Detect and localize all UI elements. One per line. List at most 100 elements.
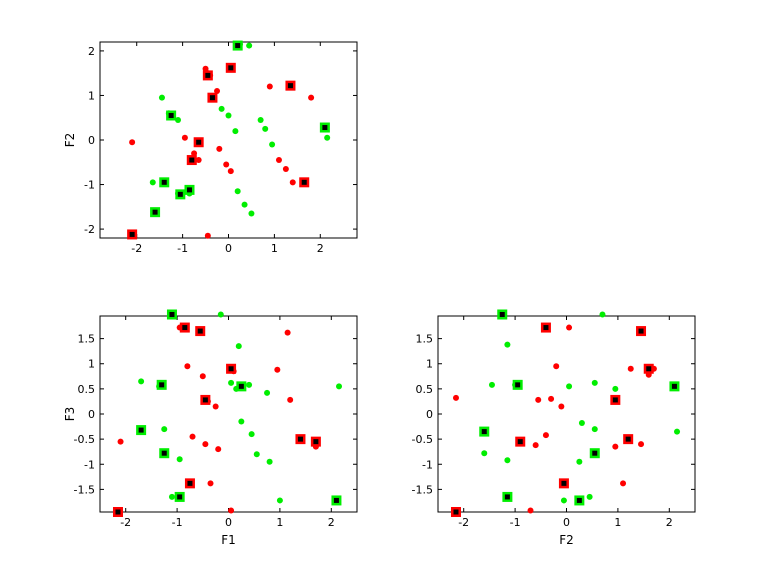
red-point — [532, 442, 539, 449]
subplot-2: -2 -1 0 1 2 -1.5 -1 -0.5 0 0.5 1 1.5 F1 F3 — [63, 309, 358, 547]
y-tick-label: -0.5 — [74, 433, 95, 446]
x-tick-label: -1 — [510, 516, 521, 529]
red-point — [548, 395, 555, 402]
green-point — [234, 188, 241, 195]
red-point — [275, 157, 282, 164]
red-square-core — [115, 509, 121, 515]
x-tick-label: 1 — [271, 242, 278, 255]
x-tick-label: 0 — [225, 516, 232, 529]
y-tick-label: 1.5 — [78, 333, 96, 346]
green-point — [228, 379, 235, 386]
green-point — [248, 210, 255, 217]
red-square-core — [561, 480, 567, 486]
y-tick-label: -1 — [422, 458, 433, 471]
green-point — [253, 451, 260, 458]
red-point — [228, 507, 235, 514]
green-square-core — [161, 450, 167, 456]
green-point — [576, 458, 583, 465]
red-square-core — [129, 231, 135, 237]
y-tick-label: -2 — [84, 223, 95, 236]
y-tick-label: 0.5 — [416, 383, 434, 396]
green-square-core — [177, 191, 183, 197]
green-point — [481, 450, 488, 457]
red-point — [542, 432, 549, 439]
green-point — [168, 493, 175, 500]
x-axis-label: F2 — [559, 533, 574, 547]
green-point — [504, 457, 511, 464]
green-point — [257, 116, 264, 123]
green-point — [225, 112, 232, 119]
x-axis-label: F1 — [221, 533, 236, 547]
x-tick-label: 2 — [666, 516, 673, 529]
red-point — [266, 83, 273, 90]
data-points — [112, 309, 343, 517]
red-square-core — [205, 72, 211, 78]
red-point — [202, 441, 209, 448]
red-point — [558, 403, 565, 410]
green-point — [266, 458, 273, 465]
green-point — [232, 128, 239, 135]
red-point — [223, 161, 230, 168]
red-square-core — [228, 65, 234, 71]
red-square-core — [228, 366, 234, 372]
y-tick-label: 0 — [88, 408, 95, 421]
y-tick-label: 0.5 — [78, 383, 96, 396]
green-point — [218, 105, 225, 112]
green-point — [599, 311, 606, 318]
red-square-core — [453, 509, 459, 515]
green-point — [176, 456, 183, 463]
red-point — [202, 65, 209, 72]
x-tick-label: -2 — [458, 516, 469, 529]
red-square-core — [301, 179, 307, 185]
y-tick-label: -1.5 — [74, 483, 95, 496]
green-square-core — [671, 383, 677, 389]
red-square-core — [196, 139, 202, 145]
red-square-core — [625, 436, 631, 442]
red-point — [189, 433, 196, 440]
green-square-core — [168, 113, 174, 118]
green-square-core — [481, 429, 487, 435]
y-tick-label: -0.5 — [412, 433, 433, 446]
red-point — [274, 366, 281, 373]
red-square-core — [517, 439, 523, 445]
red-point — [527, 507, 534, 514]
red-point — [195, 157, 202, 164]
x-tick-label: 0 — [563, 516, 570, 529]
green-point — [175, 116, 182, 123]
green-point — [264, 389, 271, 396]
red-point — [199, 373, 206, 380]
green-point — [138, 378, 145, 385]
red-point — [117, 438, 124, 445]
y-tick-label: 2 — [88, 45, 95, 58]
red-point — [184, 363, 191, 370]
x-tick-label: 1 — [614, 516, 621, 529]
y-tick-label: -1.5 — [412, 483, 433, 496]
green-point — [336, 383, 343, 390]
red-point — [620, 480, 627, 487]
red-point — [181, 134, 188, 141]
red-point — [535, 396, 542, 403]
red-point — [216, 145, 223, 152]
green-point — [591, 379, 598, 386]
green-point — [149, 179, 156, 186]
y-axis-label: F2 — [63, 133, 77, 148]
green-square-core — [235, 43, 241, 49]
x-tick-label: 0 — [225, 242, 232, 255]
subplot-1: -2 -1 0 1 2 -2 -1 0 1 2 F2 — [63, 40, 358, 255]
green-square-core — [322, 125, 328, 131]
y-tick-label: 0 — [426, 408, 433, 421]
y-axis-label: F3 — [63, 407, 77, 422]
data-points — [127, 40, 331, 240]
red-point — [566, 324, 573, 331]
red-point — [284, 329, 291, 336]
green-square-core — [138, 427, 144, 433]
red-square-core — [313, 439, 319, 445]
x-tick-label: 2 — [328, 516, 335, 529]
red-square-core — [209, 95, 215, 101]
green-point — [560, 497, 567, 504]
red-point — [627, 365, 634, 372]
green-point — [241, 201, 248, 208]
y-tick-label: -1 — [84, 179, 95, 192]
